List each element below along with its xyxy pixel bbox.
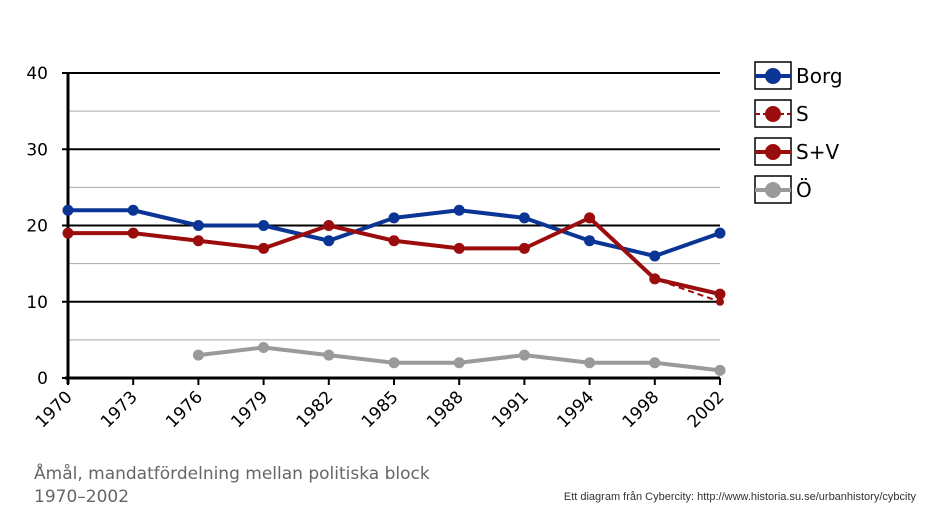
data-point [62, 227, 74, 239]
data-point [716, 297, 724, 306]
data-point [714, 288, 726, 300]
legend-marker [765, 68, 781, 84]
series-borg [62, 204, 726, 262]
legend-item: Ö [754, 175, 812, 204]
legend-label: S+V [796, 140, 839, 164]
data-point [388, 235, 400, 247]
legend-marker [765, 182, 781, 198]
data-point [649, 273, 661, 285]
series-s-v [62, 212, 726, 300]
x-tick-label: 1991 [488, 387, 533, 432]
data-point [518, 349, 530, 361]
legend-label: Ö [796, 178, 812, 202]
legend-marker [765, 144, 781, 160]
x-tick-label: 1976 [162, 387, 207, 432]
data-point [714, 364, 726, 376]
axes [62, 72, 721, 385]
data-point [192, 349, 204, 361]
y-tick-label: 40 [26, 64, 48, 84]
data-point [192, 235, 204, 247]
data-point [192, 220, 204, 231]
x-tick-label: 1982 [293, 387, 338, 432]
series-line [68, 216, 721, 303]
x-tick-label: 1994 [553, 387, 598, 432]
source-credit: Ett diagram från Cybercity: http://www.h… [563, 491, 916, 503]
data-point [453, 242, 465, 254]
legend-item: S [754, 99, 809, 128]
x-tick-label: 1998 [619, 387, 664, 432]
data-point [388, 357, 400, 369]
data-point [258, 242, 270, 254]
data-point [323, 220, 335, 231]
x-tick-label: 1985 [358, 387, 403, 432]
y-tick-label: 20 [26, 217, 48, 237]
data-point [258, 342, 270, 353]
legend-label: Borg [796, 64, 843, 88]
x-tick-label: 1970 [32, 387, 77, 432]
series-line [68, 215, 721, 297]
data-point [453, 357, 465, 369]
data-point [388, 212, 400, 224]
series-- [192, 342, 726, 376]
data-point [584, 235, 596, 247]
data-point [649, 250, 661, 262]
data-point [323, 349, 335, 361]
data-point [584, 357, 596, 369]
data-point [62, 204, 74, 216]
grid-lines [68, 72, 720, 341]
chart-caption: Åmål, mandatfördelning mellan politiska … [34, 464, 430, 507]
data-point [714, 227, 726, 239]
x-tick-label: 1973 [97, 387, 142, 432]
legend-label: S [796, 102, 809, 126]
data-point [518, 242, 530, 254]
data-point [258, 220, 270, 231]
legend-marker [765, 106, 781, 122]
data-point [518, 212, 530, 224]
series-s [64, 213, 724, 306]
y-tick-label: 30 [26, 140, 48, 160]
y-tick-label: 0 [37, 369, 48, 389]
data-point [649, 357, 661, 369]
x-axis-tick-labels: 1970 1973 1976 1979 1982 1985 1988 1991 1994 1998… [32, 387, 729, 432]
legend: Borg S S+V Ö [754, 61, 843, 204]
data-point [127, 227, 139, 239]
x-tick-label: 1979 [227, 387, 272, 432]
y-axis-tick-labels: 0 10 20 30 40 [26, 64, 48, 389]
legend-item: Borg [754, 61, 843, 90]
data-point [584, 212, 596, 224]
series-lines [62, 204, 726, 376]
x-tick-label: 2002 [684, 387, 729, 432]
legend-item: S+V [754, 137, 839, 166]
data-point [323, 235, 335, 247]
data-point [127, 204, 139, 216]
y-tick-label: 10 [26, 293, 48, 313]
x-tick-label: 1988 [423, 387, 468, 432]
data-point [453, 204, 465, 216]
